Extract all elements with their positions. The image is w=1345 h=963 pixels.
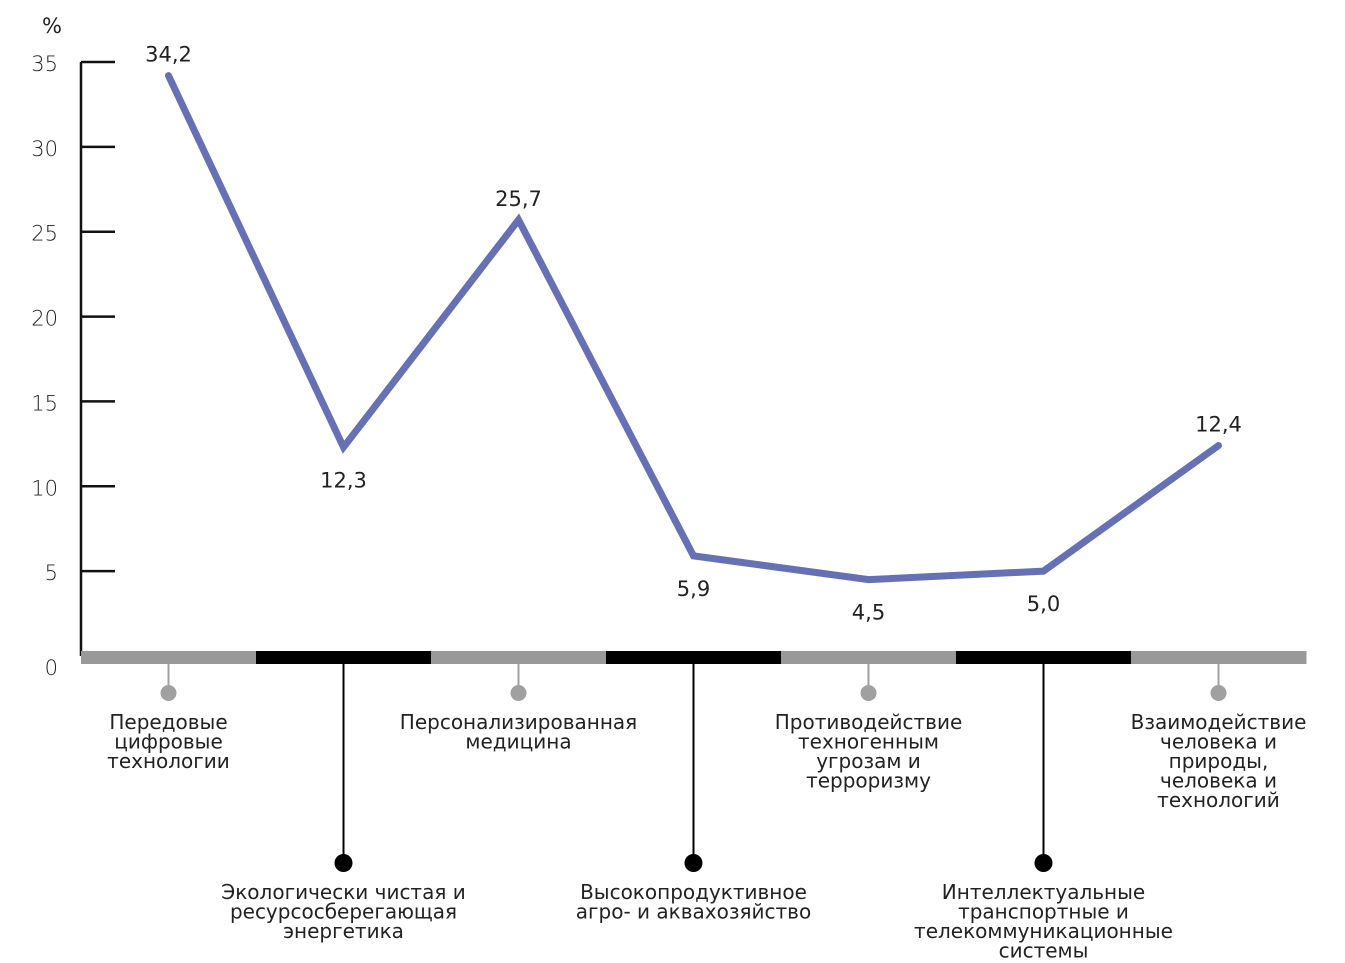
category-label: Персонализированная <box>400 710 637 734</box>
category-band-segment <box>956 651 1132 664</box>
category-marker <box>510 685 527 701</box>
category-label: Взаимодействие <box>1131 710 1307 734</box>
data-point <box>341 445 346 450</box>
y-axis-unit-label: % <box>42 14 62 38</box>
category-label: ресурсосберегающая <box>230 900 457 924</box>
category-marker <box>860 685 877 701</box>
data-label: 34,2 <box>145 43 192 67</box>
y-tick-label: 5 <box>45 561 58 585</box>
y-tick-label: 25 <box>31 222 58 246</box>
y-tick-label: 0 <box>45 656 58 680</box>
y-tick-label: 15 <box>31 391 58 415</box>
category-label: Высокопродуктивное <box>580 880 807 904</box>
category-band-segment <box>256 651 432 664</box>
data-label: 12,3 <box>320 468 367 492</box>
category-band-segment <box>431 651 607 664</box>
category-marker <box>334 854 353 872</box>
category-label: медицина <box>465 730 571 754</box>
data-point <box>1041 569 1046 574</box>
category-label: человека и <box>1160 730 1277 754</box>
category-label: цифровые <box>114 730 223 754</box>
category-band-segment <box>606 651 782 664</box>
series-line <box>165 72 1222 584</box>
data-point <box>166 73 171 78</box>
category-label: телекоммуникационные <box>914 919 1173 943</box>
category-band <box>81 651 1307 664</box>
y-axis: 0 5 10 15 20 25 30 35% <box>31 14 115 680</box>
data-label: 4,5 <box>852 601 885 625</box>
category-label: Интеллектуальные <box>942 880 1145 904</box>
category-label: природы, <box>1169 749 1269 773</box>
category-label: угрозам и <box>816 749 921 773</box>
data-point <box>866 577 871 582</box>
data-label: 25,7 <box>495 187 542 211</box>
category-connectors <box>160 664 1227 872</box>
data-labels: 34,2 12,3 25,7 5,9 4,5 5,0 12,4 <box>145 43 1242 625</box>
category-label: энергетика <box>283 919 404 943</box>
category-marker <box>1034 854 1053 872</box>
category-label: Экологически чистая и <box>221 880 465 904</box>
data-point <box>1216 443 1221 448</box>
category-label: технологий <box>1157 788 1280 812</box>
series-line-group <box>165 72 1222 584</box>
category-band-segment <box>81 651 257 664</box>
category-marker <box>160 685 177 701</box>
category-marker <box>1210 685 1227 701</box>
category-band-segment <box>1131 651 1307 664</box>
data-label: 5,9 <box>677 577 710 601</box>
data-point <box>691 553 696 558</box>
category-label: терроризму <box>806 769 931 793</box>
category-marker <box>684 854 703 872</box>
category-label: транспортные и <box>958 900 1129 924</box>
category-band-segment <box>781 651 957 664</box>
data-label: 12,4 <box>1195 413 1242 437</box>
category-label: системы <box>999 939 1089 963</box>
category-label: агро- и аквахозяйство <box>576 900 811 924</box>
data-point <box>516 217 521 222</box>
category-label: технологии <box>107 749 230 773</box>
y-tick-label: 30 <box>31 137 58 161</box>
category-label: Противодействие <box>775 710 963 734</box>
y-tick-label: 10 <box>31 476 58 500</box>
category-label: человека и <box>1160 769 1277 793</box>
y-tick-label: 35 <box>31 52 58 76</box>
category-label: Передовые <box>109 710 227 734</box>
category-label: техногенным <box>798 730 939 754</box>
y-tick-label: 20 <box>31 307 58 331</box>
data-label: 5,0 <box>1027 592 1060 616</box>
